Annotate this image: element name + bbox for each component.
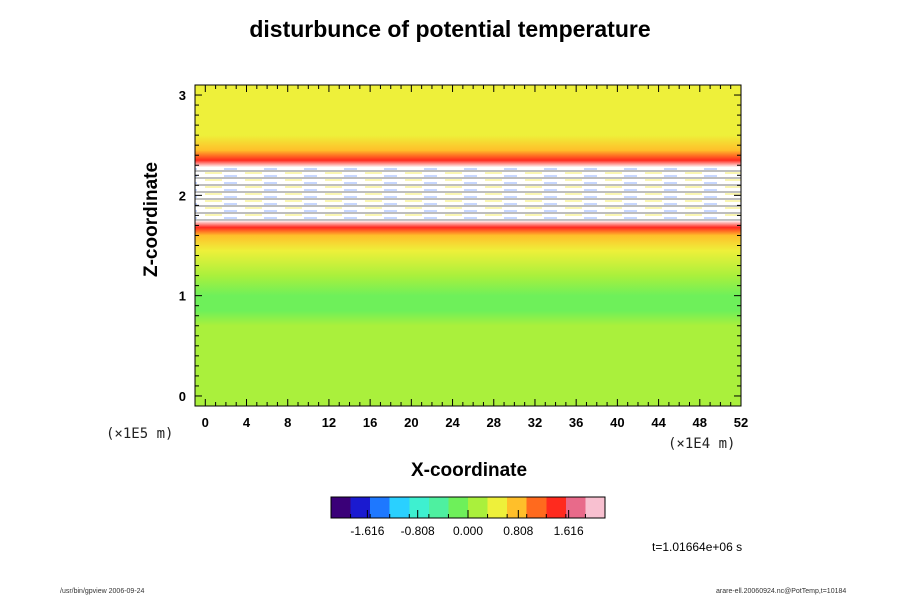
x-tick-label: 20 [404, 415, 418, 430]
x-tick-label: 24 [445, 415, 460, 430]
x-unit-label: (×1E4 m) [668, 436, 736, 452]
x-tick-label: 16 [363, 415, 377, 430]
colorbar-tick-label: -0.808 [401, 524, 435, 538]
x-tick-label: 48 [693, 415, 707, 430]
x-tick-label: 4 [243, 415, 251, 430]
colorbar-tick-label: 1.616 [554, 524, 584, 538]
x-tick-label: 40 [610, 415, 624, 430]
footer-left: /usr/bin/gpview 2006-09-24 [60, 588, 145, 595]
heatmap-field [195, 85, 741, 406]
footer-right: arare-ell.20060924.nc@PotTemp,t=10184 [716, 588, 847, 595]
x-tick-label: 52 [734, 415, 748, 430]
x-tick-label: 28 [487, 415, 501, 430]
y-tick-label: 2 [179, 188, 186, 203]
time-annotation: t=1.01664e+06 s [652, 540, 743, 554]
chart-title: disturbunce of potential temperature [249, 16, 651, 42]
colorbar-tick-label: 0.808 [503, 524, 533, 538]
x-tick-label: 36 [569, 415, 583, 430]
y-unit-label: (×1E5 m) [106, 426, 174, 442]
colorbar-tick-label: -1.616 [350, 524, 384, 538]
heatmap-band-texture [195, 167, 741, 221]
y-tick-label: 0 [179, 389, 186, 404]
x-axis: 0 4 8 12 16 20 24 28 32 36 40 44 48 52 [202, 85, 748, 430]
y-tick-label: 3 [179, 88, 186, 103]
x-tick-label: 12 [322, 415, 336, 430]
colorbar-ticks: -1.616 -0.808 0.000 0.808 1.616 [330, 510, 606, 538]
x-tick-label: 8 [284, 415, 291, 430]
x-tick-label: 44 [651, 415, 666, 430]
x-tick-label: 32 [528, 415, 542, 430]
y-axis: 0 1 2 3 [179, 88, 741, 404]
y-tick-label: 1 [179, 289, 186, 304]
x-axis-label: X-coordinate [410, 460, 528, 481]
colorbar-tick-label: 0.000 [453, 524, 483, 538]
x-tick-label: 0 [202, 415, 209, 430]
